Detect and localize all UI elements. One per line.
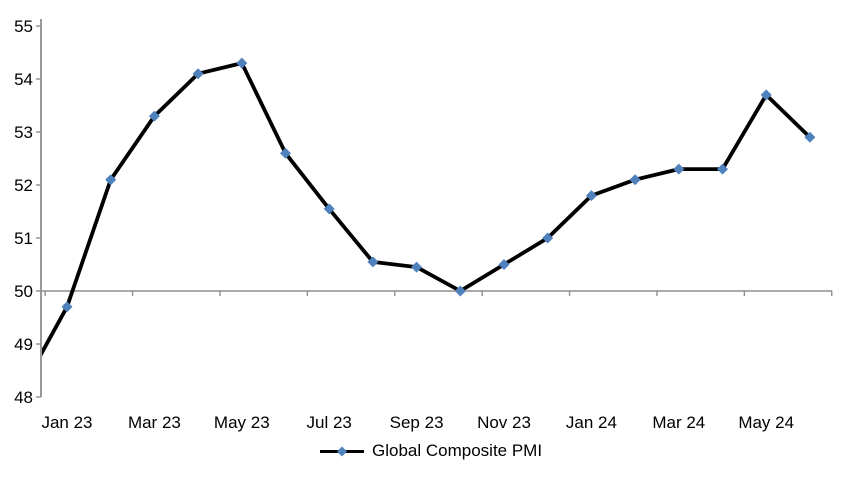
pmi-data-point-marker xyxy=(629,174,641,186)
x-axis-tick-label: Mar 23 xyxy=(128,413,181,432)
pmi-data-point-marker xyxy=(280,147,291,159)
pmi-data-point-marker xyxy=(148,110,160,122)
pmi-data-point-marker xyxy=(61,301,73,313)
pmi-data-point-marker xyxy=(105,174,117,186)
pmi-data-point-marker xyxy=(454,285,466,297)
y-axis-tick-label: 50 xyxy=(14,282,33,301)
pmi-data-point-marker xyxy=(760,89,772,101)
y-axis-tick-label: 49 xyxy=(14,335,33,354)
pmi-series-line xyxy=(42,61,812,357)
y-axis-tick-label: 53 xyxy=(14,123,33,142)
y-axis-tick-label: 51 xyxy=(14,229,33,248)
x-axis-tick-label: Jul 23 xyxy=(307,413,352,432)
y-axis-tick-label: 54 xyxy=(14,70,33,89)
pmi-data-point-marker xyxy=(498,259,510,270)
pmi-data-point-marker xyxy=(192,68,204,80)
y-axis-tick-label: 52 xyxy=(14,176,33,195)
x-axis-tick-label: May 24 xyxy=(738,413,794,432)
y-axis-tick-label: 48 xyxy=(14,388,33,407)
x-axis-tick-label: May 23 xyxy=(214,413,270,432)
x-axis-tick-label: Sep 23 xyxy=(390,413,444,432)
x-axis-tick-label: Jan 24 xyxy=(566,413,617,432)
legend-label: Global Composite PMI xyxy=(372,441,543,460)
pmi-data-point-marker xyxy=(323,203,335,215)
chart-legend: Global Composite PMI xyxy=(320,441,542,461)
legend-line-diamond-icon xyxy=(320,446,364,456)
pmi-data-point-marker xyxy=(367,256,379,268)
pmi-data-point-marker xyxy=(717,163,728,175)
pmi-data-point-marker xyxy=(585,190,597,202)
x-axis-tick-label: Mar 24 xyxy=(652,413,705,432)
pmi-data-point-marker xyxy=(542,232,554,244)
x-axis-tick-label: Nov 23 xyxy=(477,413,531,432)
pmi-data-point-marker xyxy=(236,57,248,69)
pmi-data-point-marker xyxy=(673,163,685,175)
x-axis-tick-label: Jan 23 xyxy=(41,413,92,432)
pmi-data-point-marker xyxy=(411,261,423,273)
y-axis-tick-label: 55 xyxy=(14,17,33,36)
pmi-data-point-marker xyxy=(804,131,816,143)
